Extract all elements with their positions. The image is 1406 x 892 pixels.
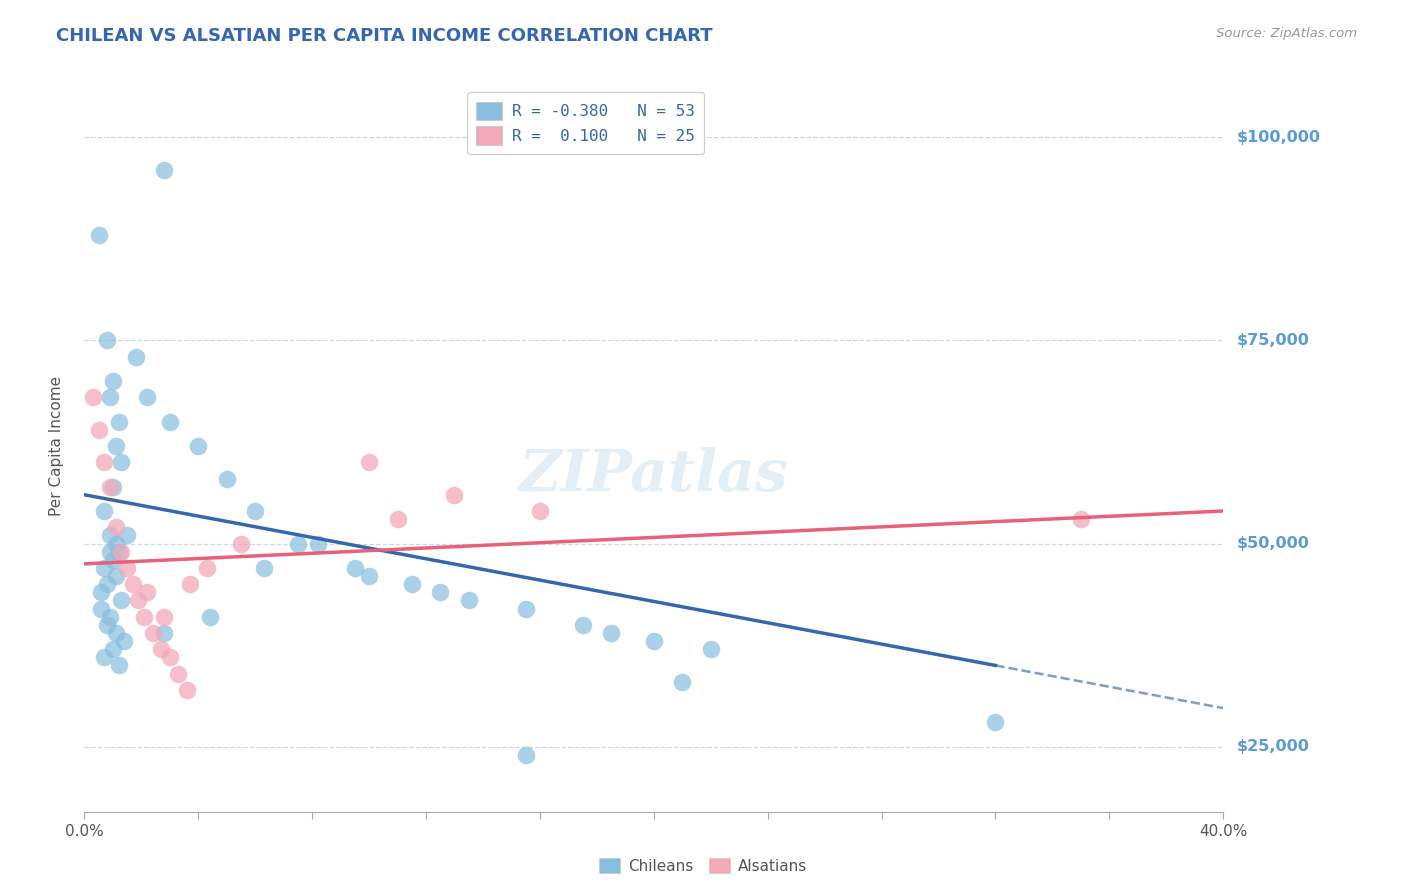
Point [429, 585, 451, 599]
Point [98, 480, 121, 494]
Point [515, 747, 537, 762]
Point [107, 544, 129, 558]
Text: CHILEAN VS ALSATIAN PER CAPITA INCOME CORRELATION CHART: CHILEAN VS ALSATIAN PER CAPITA INCOME CO… [56, 27, 713, 45]
Legend: R = -0.380   N = 53, R =  0.100   N = 25: R = -0.380 N = 53, R = 0.100 N = 25 [467, 92, 704, 154]
Point [253, 561, 276, 575]
Point [101, 374, 124, 388]
Point [107, 415, 129, 429]
Point [93, 561, 115, 575]
Point [101, 642, 124, 657]
Point [643, 634, 665, 648]
Point [401, 577, 423, 591]
Point [87, 227, 110, 242]
Point [121, 577, 143, 591]
Point [134, 609, 156, 624]
Text: Source: ZipAtlas.com: Source: ZipAtlas.com [1216, 27, 1357, 40]
Point [571, 617, 593, 632]
Point [98, 528, 121, 542]
Point [110, 593, 132, 607]
Point [142, 626, 165, 640]
Point [110, 544, 132, 558]
Point [287, 536, 309, 550]
Point [101, 553, 124, 567]
Point [515, 601, 537, 615]
Point [215, 471, 238, 485]
Point [600, 626, 623, 640]
Point [87, 423, 110, 437]
Point [1070, 512, 1092, 526]
Text: $100,000: $100,000 [1237, 129, 1322, 145]
Point [93, 504, 115, 518]
Point [93, 455, 115, 469]
Point [104, 536, 127, 550]
Point [98, 544, 121, 558]
Text: $75,000: $75,000 [1237, 333, 1310, 348]
Text: ZIPatlas: ZIPatlas [519, 447, 789, 503]
Point [136, 585, 159, 599]
Point [104, 569, 127, 583]
Point [359, 455, 381, 469]
Point [104, 626, 127, 640]
Point [343, 561, 366, 575]
Point [90, 601, 112, 615]
Point [110, 455, 132, 469]
Point [98, 609, 121, 624]
Point [457, 593, 479, 607]
Point [179, 577, 201, 591]
Y-axis label: Per Capita Income: Per Capita Income [49, 376, 63, 516]
Point [229, 536, 252, 550]
Point [245, 504, 267, 518]
Point [96, 334, 118, 348]
Text: $50,000: $50,000 [1237, 536, 1310, 551]
Point [150, 642, 173, 657]
Point [359, 569, 381, 583]
Point [153, 626, 176, 640]
Point [700, 642, 723, 657]
Point [115, 528, 138, 542]
Point [159, 415, 181, 429]
Point [93, 650, 115, 665]
Point [90, 585, 112, 599]
Point [127, 593, 149, 607]
Point [107, 658, 129, 673]
Point [198, 609, 221, 624]
Point [112, 634, 135, 648]
Point [671, 674, 693, 689]
Point [443, 488, 465, 502]
Point [136, 390, 159, 404]
Point [101, 480, 124, 494]
Point [115, 561, 138, 575]
Point [82, 390, 104, 404]
Legend: Chileans, Alsatians: Chileans, Alsatians [593, 852, 813, 880]
Point [96, 617, 118, 632]
Point [187, 439, 209, 453]
Point [159, 650, 181, 665]
Point [167, 666, 190, 681]
Point [529, 504, 551, 518]
Point [387, 512, 409, 526]
Point [153, 162, 176, 177]
Text: $25,000: $25,000 [1237, 739, 1310, 755]
Point [104, 439, 127, 453]
Point [96, 577, 118, 591]
Point [153, 609, 176, 624]
Point [104, 520, 127, 534]
Point [307, 536, 329, 550]
Point [176, 682, 198, 697]
Point [98, 390, 121, 404]
Point [124, 350, 146, 364]
Point [195, 561, 218, 575]
Point [984, 715, 1007, 730]
